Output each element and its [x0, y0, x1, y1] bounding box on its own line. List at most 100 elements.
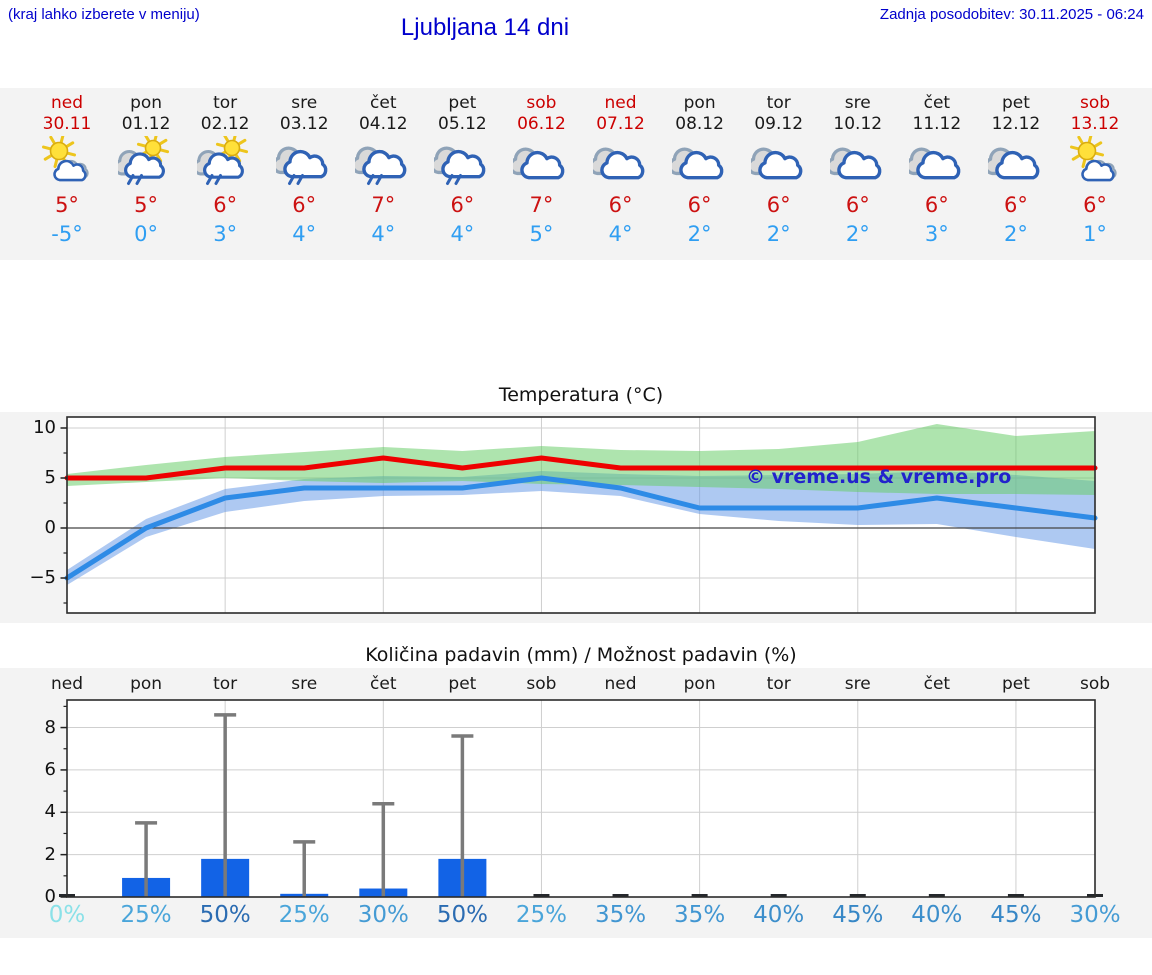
precip-y-tick-label: 0: [44, 886, 56, 907]
temp-min: 3°: [213, 222, 238, 246]
cloud-rain-icon: [272, 146, 328, 185]
precip-y-tick-label: 4: [44, 801, 56, 823]
watermark-link[interactable]: © vreme.us & vreme.pro: [746, 466, 1012, 488]
precip-zero-mark: [770, 894, 787, 897]
precip-probability: 45%: [832, 902, 884, 928]
minimalna temperatura-band: [67, 471, 1095, 585]
forecast-strip-background: [0, 88, 1152, 260]
day-name: tor: [213, 93, 238, 113]
location-menu-hint: (kraj lahko izberete v meniju): [8, 6, 200, 23]
precip-zero-mark: [928, 894, 945, 897]
forecast-day: sob 13.12 6° 1°: [1055, 88, 1135, 260]
day-date: 06.12: [517, 114, 566, 134]
precip-day-label: sre: [291, 674, 318, 694]
precip-y-tick-label: 2: [44, 843, 56, 865]
forecast-day: ned 07.12 6° 4°: [581, 88, 661, 260]
weather-icon-wrap: [501, 136, 581, 189]
day-name: pet: [448, 93, 477, 113]
day-name: čet: [370, 93, 397, 113]
day-name: ned: [604, 93, 637, 113]
sun-cloud-rain-icon: [192, 131, 249, 185]
day-name: pon: [683, 93, 716, 113]
day-date: 01.12: [121, 114, 171, 134]
precip-day-label: čet: [923, 674, 951, 694]
temp-max: 6°: [687, 193, 712, 217]
day-name: tor: [766, 93, 791, 113]
temp-max: 6°: [1003, 193, 1028, 217]
precip-probability: 25%: [278, 902, 330, 928]
temp-y-tick-label: 5: [44, 467, 56, 488]
precip-probability: 35%: [674, 902, 726, 928]
temp-min: 5°: [529, 222, 554, 246]
precip-y-tick-label: 8: [44, 716, 56, 738]
precip-day-label: tor: [766, 674, 791, 694]
day-date: 11.12: [912, 114, 962, 134]
weather-icon-wrap: [264, 136, 344, 189]
maksimalna temperatura-band: [67, 424, 1095, 495]
day-date: 10.12: [833, 114, 883, 134]
plot-border: [66, 416, 1096, 614]
forecast-day: tor 09.12 6° 2°: [739, 88, 819, 260]
temp-min: 4°: [608, 222, 633, 246]
precip-probability: 35%: [594, 902, 647, 928]
last-update-timestamp: Zadnja posodobitev: 30.11.2025 - 06:24: [879, 6, 1144, 23]
precip-zero-mark: [849, 894, 866, 897]
weather-icon-wrap: [343, 136, 423, 189]
cloudy-icon: [509, 147, 565, 180]
precipitation-chart: [59, 699, 1103, 898]
day-name: sre: [291, 93, 318, 113]
day-name: pon: [130, 93, 163, 113]
precip-day-label: pet: [1001, 674, 1030, 694]
temp-max: 7°: [529, 193, 554, 217]
forecast-day: pet 05.12 6° 4°: [422, 88, 502, 260]
precip-y-tick-label: 6: [44, 758, 56, 780]
forecast-day: pon 01.12 5° 0°: [106, 88, 186, 260]
weather-icon-wrap: [581, 136, 661, 189]
precip-day-label: pon: [683, 674, 716, 694]
temp-max: 6°: [845, 193, 870, 217]
cloudy-icon: [825, 147, 882, 180]
forecast-day: pet 12.12 6° 2°: [976, 88, 1056, 260]
weather-icon-wrap: [1055, 133, 1135, 189]
day-name: pet: [1001, 93, 1030, 113]
weather-icon-wrap: [422, 136, 502, 189]
day-date: 30.11: [42, 114, 92, 134]
weather-icon-wrap: [739, 136, 819, 189]
temp-min: 0°: [134, 222, 158, 246]
forecast-day: čet 04.12 7° 4°: [343, 88, 423, 260]
temp-max: 6°: [292, 193, 317, 217]
precip-probability: 25%: [515, 902, 568, 928]
precip-probability: 50%: [436, 902, 488, 928]
precip-day-label: sob: [526, 674, 557, 694]
day-date: 09.12: [754, 114, 804, 134]
precipitation-chart-title: Količina padavin (mm) / Možnost padavin …: [365, 644, 797, 666]
weather-icon-wrap: [976, 136, 1056, 189]
forecast-day: čet 11.12 6° 3°: [897, 88, 977, 260]
plot-border: [66, 699, 1096, 898]
temp-min: 2°: [687, 222, 712, 246]
temp-max: 7°: [371, 193, 396, 217]
sun-cloud-icon: [41, 133, 89, 182]
precip-day-label: čet: [370, 674, 397, 694]
temp-min: 3°: [924, 222, 949, 246]
day-date: 02.12: [200, 114, 250, 134]
precip-zero-mark: [612, 894, 629, 897]
day-name: sob: [1079, 93, 1111, 113]
cloudy-icon: [983, 147, 1040, 180]
temp-min: 4°: [450, 222, 475, 246]
weather-icon-wrap: [185, 131, 265, 189]
temp-min: 4°: [371, 222, 396, 246]
precip-zero-mark: [533, 894, 550, 897]
temp-max: 6°: [450, 193, 475, 217]
weather-icon-wrap: [897, 136, 977, 189]
temp-min: 2°: [845, 222, 870, 246]
precip-probability: 25%: [120, 902, 172, 928]
precip-day-label: pon: [130, 674, 163, 694]
temp-max: 6°: [924, 193, 949, 217]
precip-probability: 40%: [753, 902, 805, 928]
precip-day-label: sre: [844, 674, 871, 694]
forecast-day: ned 30.11 5° -5°: [27, 88, 107, 260]
temp-min: -5°: [51, 222, 83, 246]
minimalna temperatura-line: [64, 475, 1098, 581]
temp-min: 4°: [292, 222, 317, 246]
